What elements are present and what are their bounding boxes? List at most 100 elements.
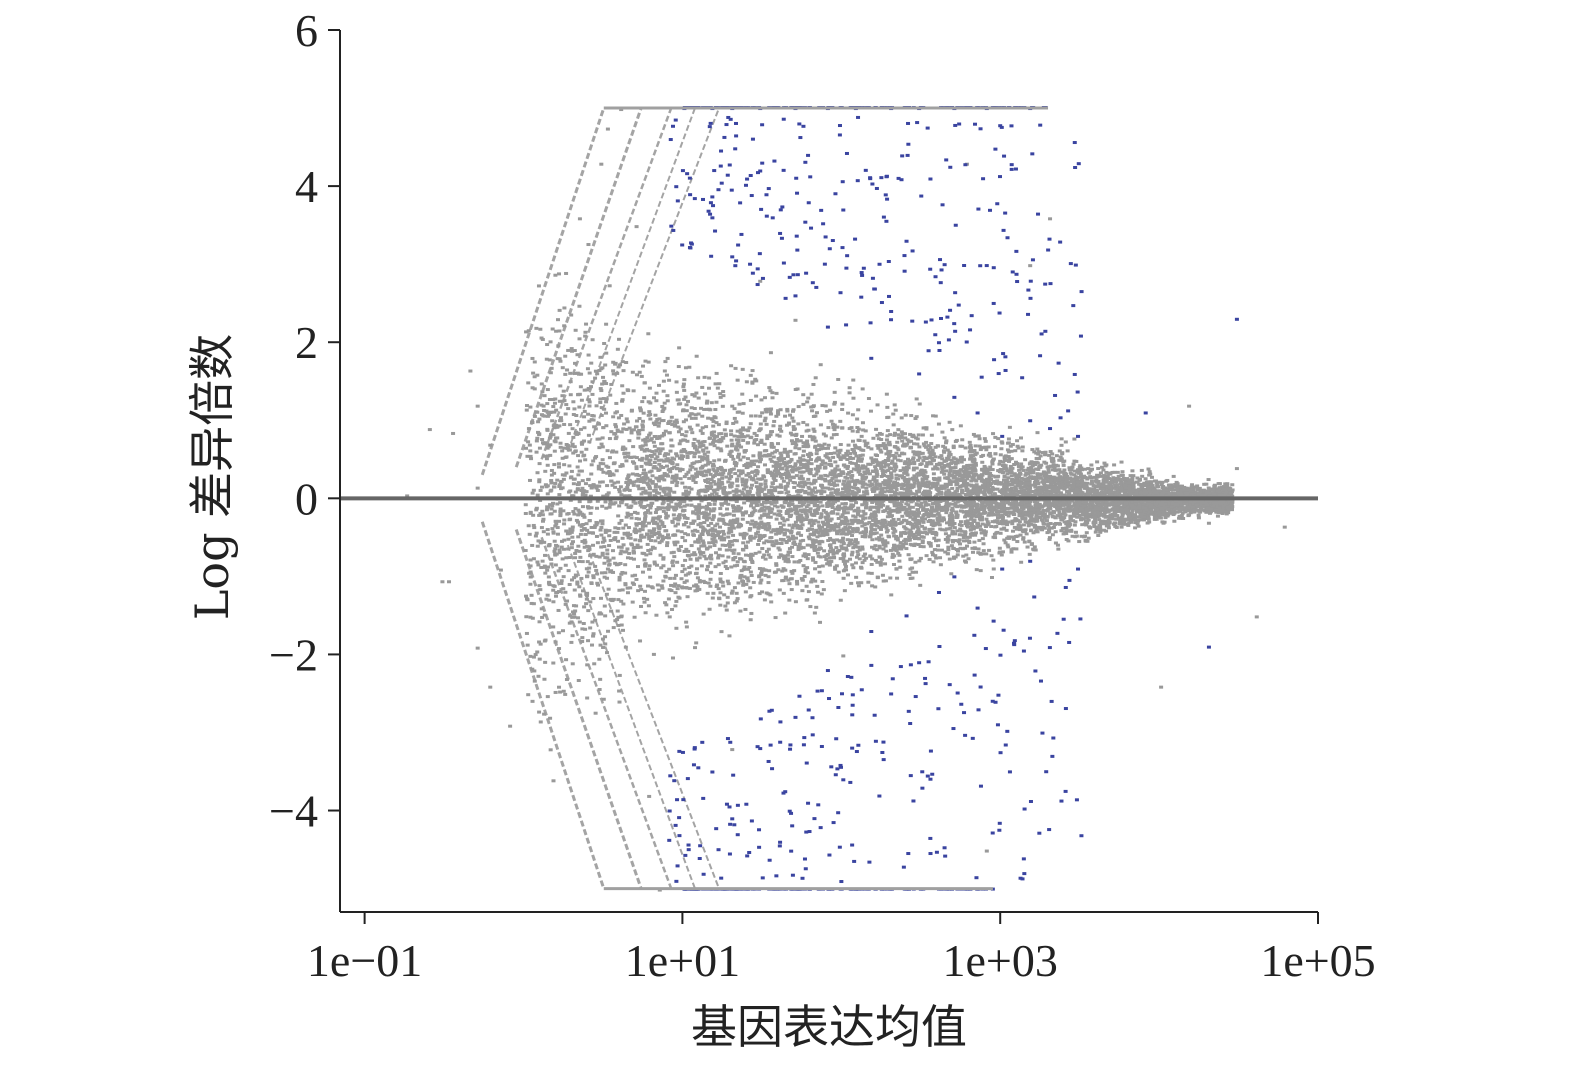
data-point — [661, 379, 666, 383]
data-point — [841, 527, 846, 531]
data-point — [959, 460, 964, 464]
data-point — [834, 564, 839, 568]
data-point — [1073, 520, 1078, 524]
data-point — [902, 432, 907, 436]
data-point — [919, 468, 924, 472]
data-point — [636, 477, 641, 481]
data-point — [973, 434, 978, 438]
low-count-band — [540, 536, 673, 890]
data-point — [813, 376, 818, 380]
data-point — [738, 506, 743, 510]
data-point — [866, 571, 871, 575]
data-point — [1217, 508, 1222, 512]
data-point — [628, 533, 633, 537]
data-point — [1131, 474, 1136, 478]
data-point — [562, 422, 567, 426]
data-point — [1104, 529, 1109, 533]
data-point — [658, 519, 663, 523]
data-point — [883, 562, 888, 566]
data-point — [586, 433, 591, 437]
data-point — [1113, 524, 1118, 528]
data-point — [579, 524, 584, 528]
data-point — [950, 428, 955, 432]
data-point — [664, 570, 669, 574]
data-point — [662, 401, 667, 405]
data-point — [629, 512, 634, 516]
data-point — [966, 483, 971, 487]
data-point — [861, 480, 866, 484]
data-point — [1064, 526, 1069, 530]
data-point — [1011, 529, 1016, 533]
data-point — [821, 533, 826, 537]
data-point — [944, 500, 949, 504]
data-point — [790, 545, 795, 549]
data-point — [836, 570, 841, 574]
data-point — [528, 405, 533, 409]
data-point — [1111, 517, 1116, 521]
data-point — [765, 471, 770, 475]
data-point — [751, 454, 756, 458]
data-point — [762, 541, 767, 545]
data-point — [573, 507, 578, 511]
data-point — [825, 474, 830, 478]
data-point — [802, 463, 807, 467]
data-point — [785, 423, 790, 427]
data-point — [634, 373, 639, 377]
data-point — [847, 471, 852, 475]
data-point — [806, 553, 811, 557]
data-point — [738, 576, 743, 580]
data-point — [565, 368, 570, 372]
data-point — [575, 353, 580, 357]
data-point — [530, 356, 535, 360]
data-point — [623, 582, 628, 586]
data-point — [817, 565, 822, 569]
data-point — [716, 553, 721, 557]
data-point — [539, 403, 544, 407]
data-point — [749, 435, 754, 439]
data-point — [703, 494, 708, 498]
data-point — [788, 449, 793, 453]
data-point — [768, 389, 773, 393]
data-point — [804, 505, 809, 509]
data-point — [872, 547, 877, 551]
data-point — [588, 626, 593, 630]
data-point — [542, 408, 547, 412]
data-point — [1009, 486, 1014, 490]
data-point — [696, 540, 701, 544]
data-point — [950, 486, 955, 490]
data-point — [1072, 437, 1077, 441]
data-point — [690, 462, 695, 466]
data-point — [711, 538, 716, 542]
data-point — [762, 487, 767, 491]
data-point — [684, 430, 689, 434]
data-point — [874, 427, 879, 431]
data-point — [714, 472, 719, 476]
data-point — [817, 570, 822, 574]
data-point — [614, 469, 619, 473]
data-point — [587, 519, 592, 523]
data-point — [713, 482, 718, 486]
data-point — [1039, 518, 1044, 522]
data-point — [593, 369, 598, 373]
data-point — [882, 486, 887, 490]
data-point — [629, 431, 634, 435]
data-point — [990, 520, 995, 524]
data-point — [730, 442, 735, 446]
data-point — [685, 439, 690, 443]
data-point — [684, 489, 689, 493]
data-point — [652, 527, 657, 531]
data-point — [899, 521, 904, 525]
data-point — [971, 510, 976, 514]
data-point — [729, 526, 734, 530]
data-point — [617, 337, 622, 341]
data-point — [791, 508, 796, 512]
data-point — [528, 564, 533, 568]
data-point — [548, 453, 553, 457]
data-point — [993, 525, 998, 529]
data-point — [564, 658, 569, 662]
data-point — [860, 421, 865, 425]
data-point — [769, 491, 774, 495]
data-point — [881, 472, 886, 476]
data-point — [829, 559, 834, 563]
data-point — [558, 566, 563, 570]
